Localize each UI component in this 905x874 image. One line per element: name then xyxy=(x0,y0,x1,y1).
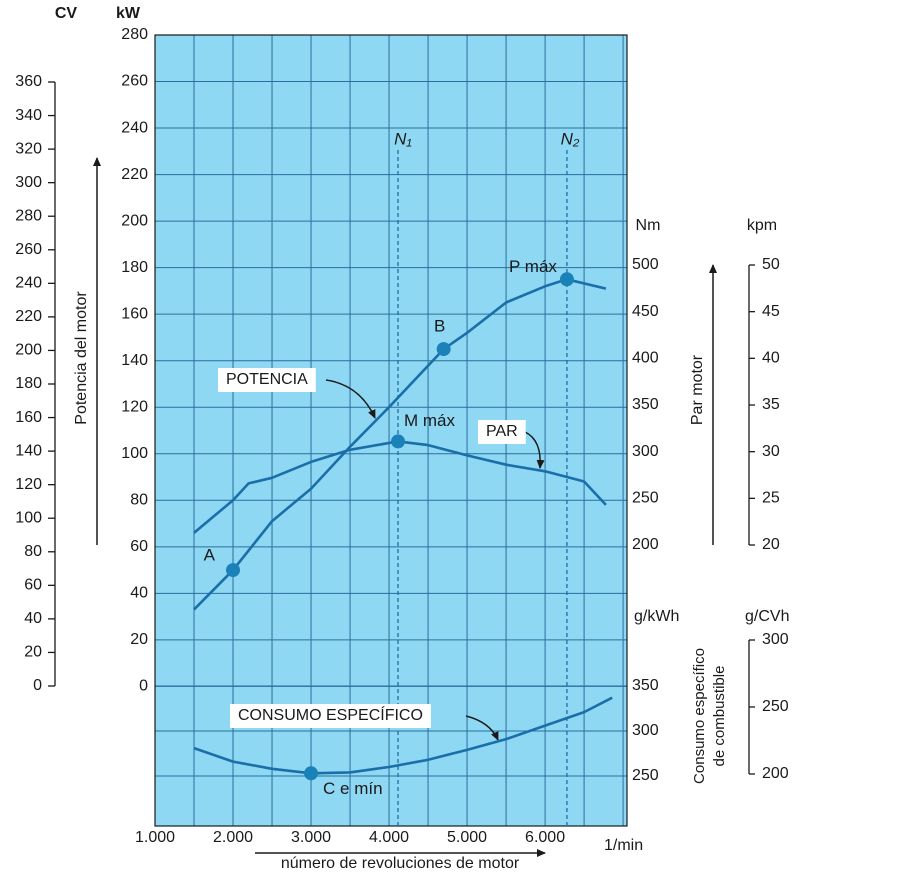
tick-label: 60 xyxy=(24,577,42,594)
tick-label: 300 xyxy=(15,174,42,191)
data-point xyxy=(226,563,241,578)
tick-label: 0 xyxy=(33,677,42,694)
y-tick-label: 260 xyxy=(121,73,148,90)
tick-label: 100 xyxy=(15,509,42,526)
x-tick-label: 4.000 xyxy=(369,829,409,846)
tick-label: 340 xyxy=(15,107,42,124)
tick-label: 360 xyxy=(15,73,42,90)
tick-label: 250 xyxy=(632,490,659,507)
axis-title: CV xyxy=(55,5,78,22)
x-tick-label: 6.000 xyxy=(525,829,565,846)
y-tick-label: 280 xyxy=(121,26,148,43)
tick-label: 450 xyxy=(632,303,659,320)
y-tick-label: 200 xyxy=(121,212,148,229)
tick-label: 25 xyxy=(762,490,780,507)
tick-label: 200 xyxy=(15,342,42,359)
axis-title: kpm xyxy=(747,217,777,234)
x-tick-label: 5.000 xyxy=(447,829,487,846)
tick-label: 350 xyxy=(632,677,659,694)
axis-title: g/CVh xyxy=(745,608,789,625)
series-label: CONSUMO ESPECÍFICO xyxy=(238,705,423,724)
tick-label: 20 xyxy=(24,644,42,661)
data-point xyxy=(436,342,451,357)
tick-label: 250 xyxy=(762,698,789,715)
tick-label: 20 xyxy=(762,536,780,553)
tick-label: 200 xyxy=(762,765,789,782)
series-label-box xyxy=(218,368,316,392)
tick-label: 40 xyxy=(24,610,42,627)
axis-title: kW xyxy=(116,5,141,22)
point-label: C e mín xyxy=(323,779,383,798)
tick-label: 180 xyxy=(15,375,42,392)
annotation-arrow xyxy=(465,715,499,741)
quantity-label: de combustible xyxy=(711,666,728,767)
x-tick-label: 3.000 xyxy=(291,829,331,846)
y-tick-label: 220 xyxy=(121,166,148,183)
data-point xyxy=(391,434,406,449)
point-label: M máx xyxy=(404,411,456,430)
y-tick-label: 100 xyxy=(121,445,148,462)
plot-frame xyxy=(154,34,628,827)
y-tick-label: 40 xyxy=(130,585,148,602)
tick-label: 40 xyxy=(762,350,780,367)
series-label: PAR xyxy=(486,423,518,440)
y-tick-label: 0 xyxy=(139,678,148,695)
series-label-box xyxy=(230,704,431,728)
x-tick-label: 1.000 xyxy=(135,829,175,846)
tick-label: 400 xyxy=(632,350,659,367)
quantity-label: Consumo específico xyxy=(691,648,708,784)
tick-label: 240 xyxy=(15,275,42,292)
tick-label: 220 xyxy=(15,308,42,325)
series-line xyxy=(193,696,613,775)
tick-label: 35 xyxy=(762,396,780,413)
point-label: B xyxy=(434,317,445,336)
y-tick-label: 180 xyxy=(121,259,148,276)
series-line xyxy=(193,278,607,611)
tick-label: 300 xyxy=(632,722,659,739)
tick-label: 160 xyxy=(15,409,42,426)
y-tick-label: 160 xyxy=(121,305,148,322)
tick-label: 500 xyxy=(632,256,659,273)
reference-label: N₂ xyxy=(561,129,580,148)
point-label: A xyxy=(204,546,216,565)
series-label-box xyxy=(478,420,526,444)
y-tick-label: 60 xyxy=(130,538,148,555)
series-label: POTENCIA xyxy=(226,371,308,388)
tick-label: 140 xyxy=(15,442,42,459)
y-tick-label: 120 xyxy=(121,398,148,415)
tick-label: 320 xyxy=(15,140,42,157)
x-tick-label: 2.000 xyxy=(213,829,253,846)
annotation-arrow xyxy=(524,431,545,469)
axis-title: g/kWh xyxy=(634,608,679,625)
tick-label: 200 xyxy=(632,536,659,553)
tick-label: 120 xyxy=(15,476,42,493)
axis-title: Nm xyxy=(636,217,661,234)
tick-label: 30 xyxy=(762,443,780,460)
tick-label: 350 xyxy=(632,396,659,413)
data-point xyxy=(304,766,319,781)
quantity-label: Potencia del motor xyxy=(73,291,90,425)
quantity-label: Par motor xyxy=(689,354,706,425)
tick-label: 50 xyxy=(762,256,780,273)
tick-label: 250 xyxy=(632,767,659,784)
tick-label: 80 xyxy=(24,543,42,560)
x-unit: 1/min xyxy=(604,837,643,854)
x-axis-title: número de revoluciones de motor xyxy=(281,855,520,872)
y-tick-label: 140 xyxy=(121,352,148,369)
tick-label: 300 xyxy=(632,443,659,460)
annotation-arrow xyxy=(325,379,376,419)
data-point xyxy=(559,272,574,287)
point-label: P máx xyxy=(509,257,557,276)
tick-label: 280 xyxy=(15,207,42,224)
tick-label: 260 xyxy=(15,241,42,258)
y-tick-label: 20 xyxy=(130,631,148,648)
y-tick-label: 240 xyxy=(121,119,148,136)
tick-label: 300 xyxy=(762,631,789,648)
tick-label: 45 xyxy=(762,303,780,320)
y-tick-label: 80 xyxy=(130,492,148,509)
plot-area xyxy=(155,35,627,826)
reference-label: N₁ xyxy=(394,129,412,148)
